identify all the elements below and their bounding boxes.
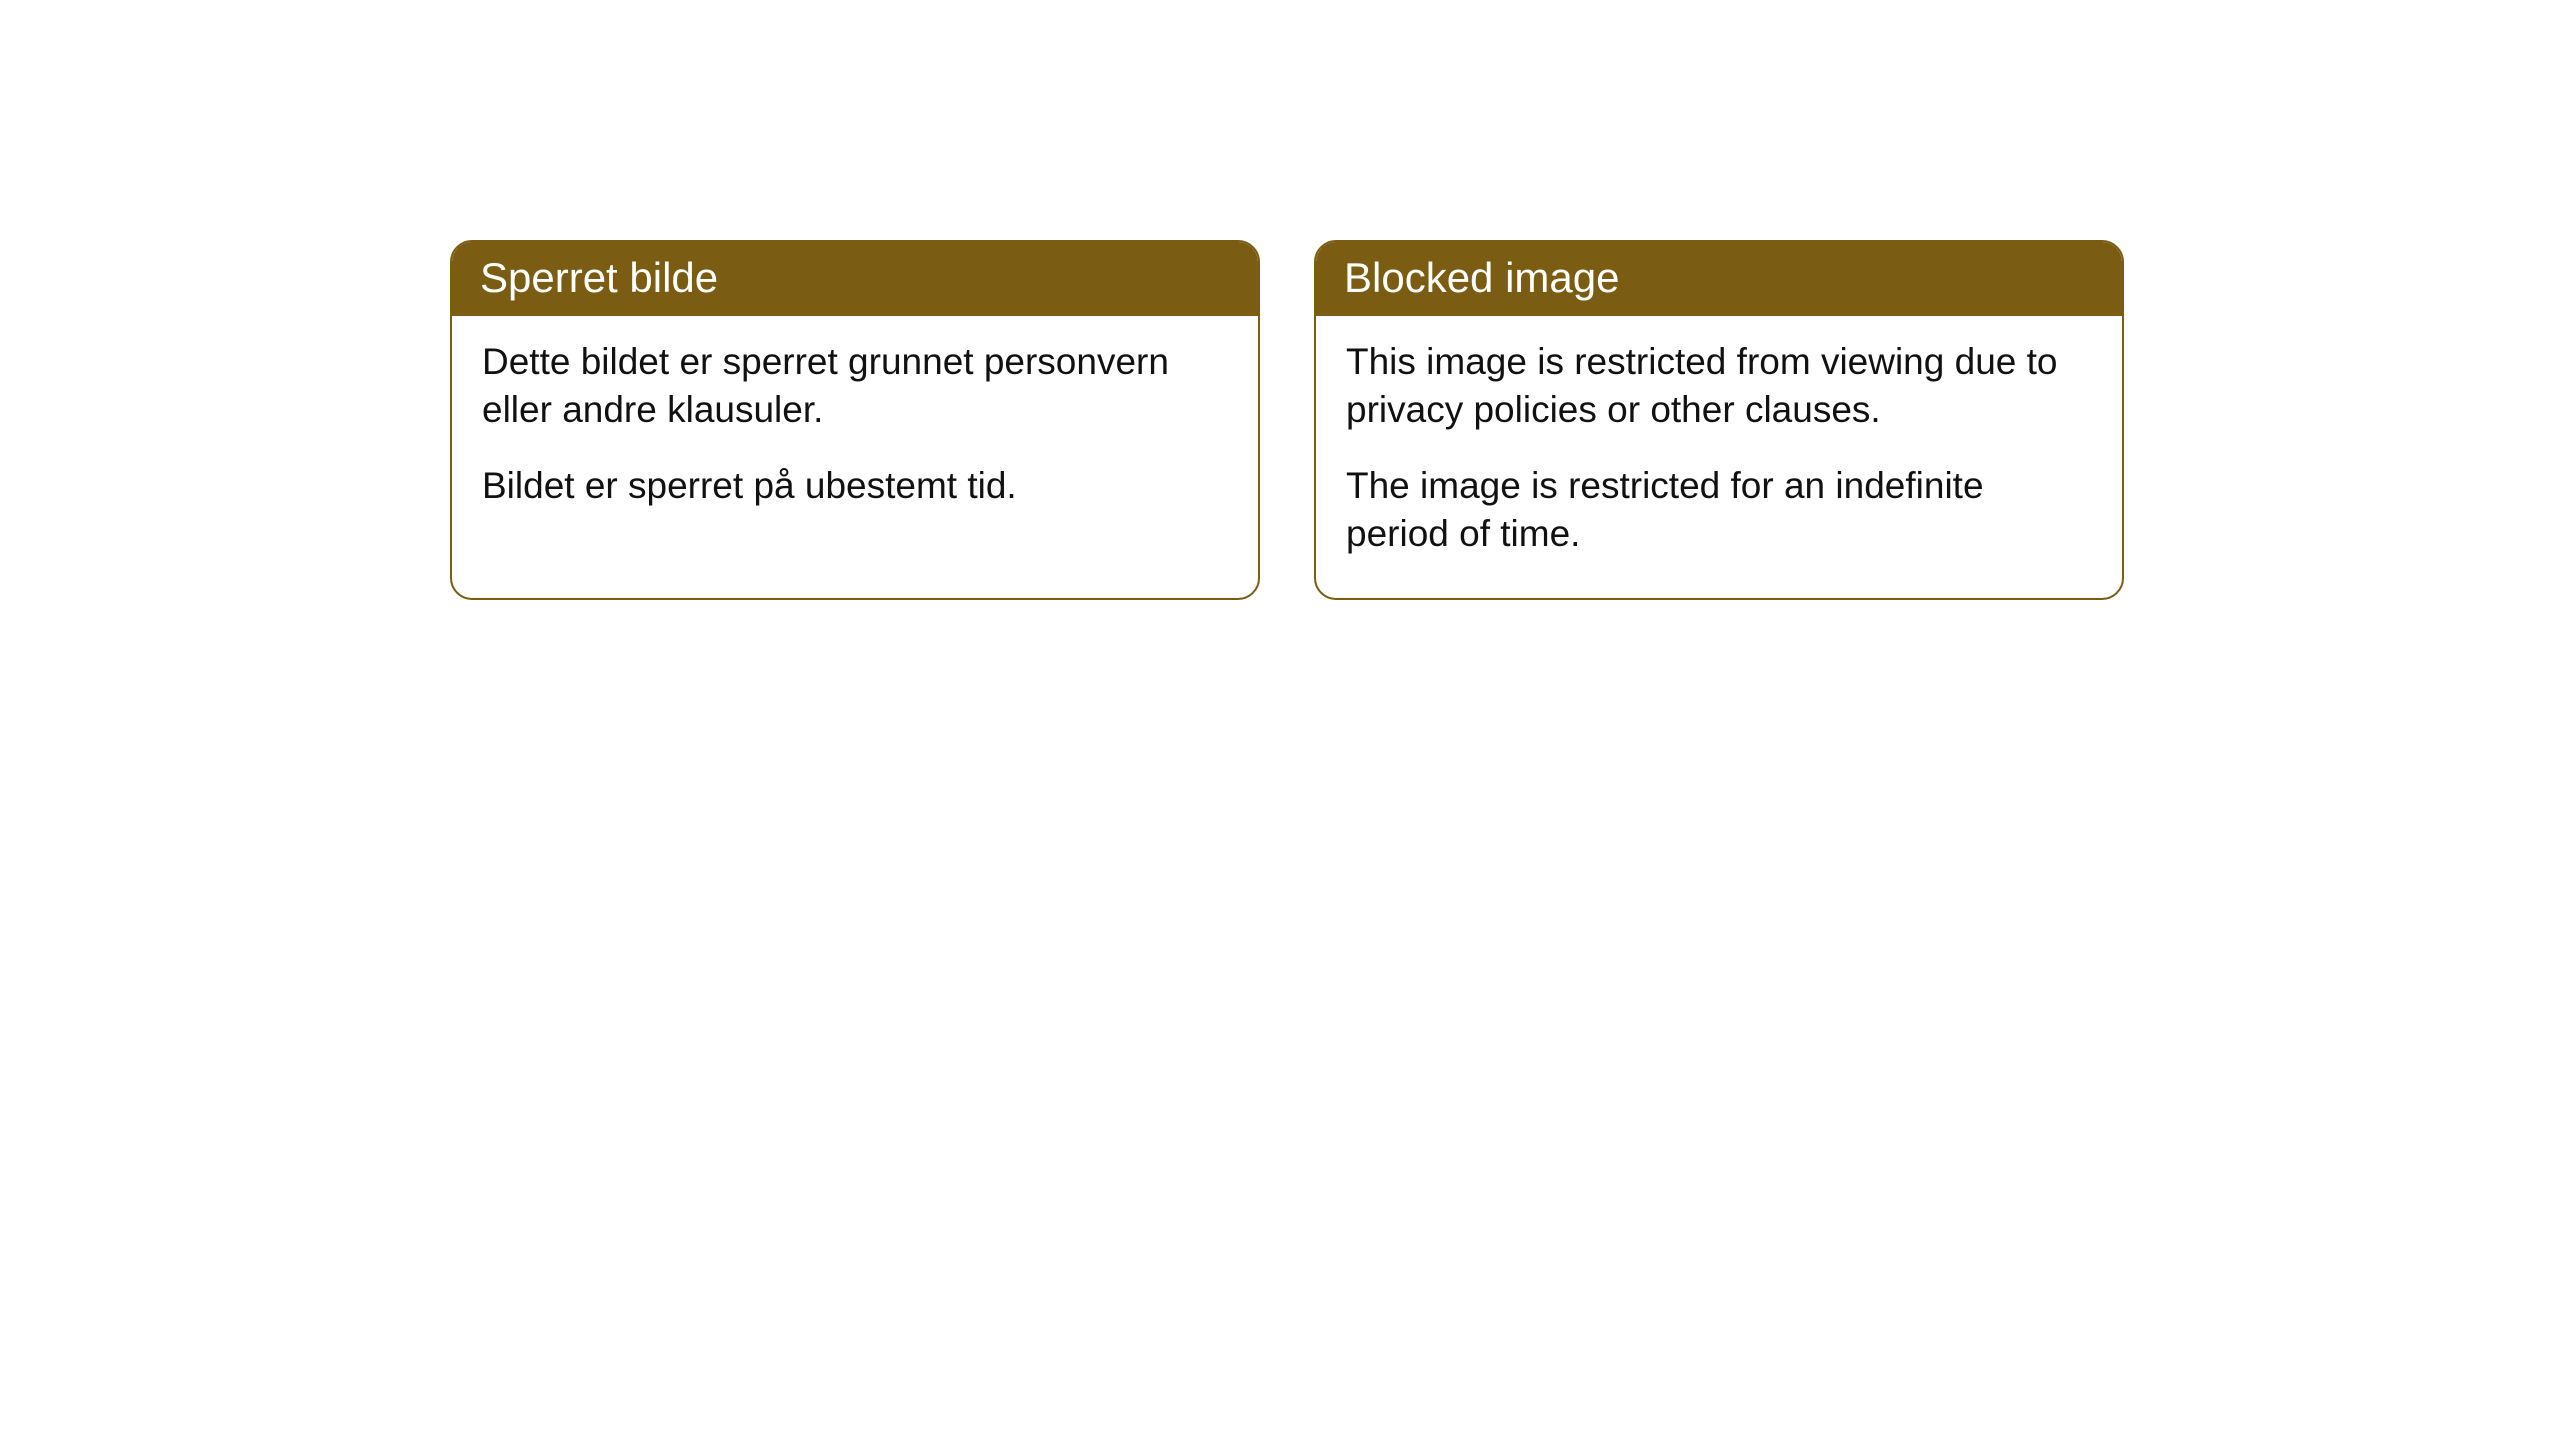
card-header: Blocked image — [1316, 242, 2122, 316]
card-paragraph: Bildet er sperret på ubestemt tid. — [482, 462, 1228, 510]
notice-card-english: Blocked image This image is restricted f… — [1314, 240, 2124, 600]
card-body: This image is restricted from viewing du… — [1316, 316, 2122, 598]
card-title: Sperret bilde — [480, 254, 718, 301]
card-paragraph: The image is restricted for an indefinit… — [1346, 462, 2092, 558]
notice-card-norwegian: Sperret bilde Dette bildet er sperret gr… — [450, 240, 1260, 600]
card-paragraph: Dette bildet er sperret grunnet personve… — [482, 338, 1228, 434]
card-header: Sperret bilde — [452, 242, 1258, 316]
card-title: Blocked image — [1344, 254, 1619, 301]
card-paragraph: This image is restricted from viewing du… — [1346, 338, 2092, 434]
card-body: Dette bildet er sperret grunnet personve… — [452, 316, 1258, 550]
notice-cards-container: Sperret bilde Dette bildet er sperret gr… — [450, 240, 2124, 600]
